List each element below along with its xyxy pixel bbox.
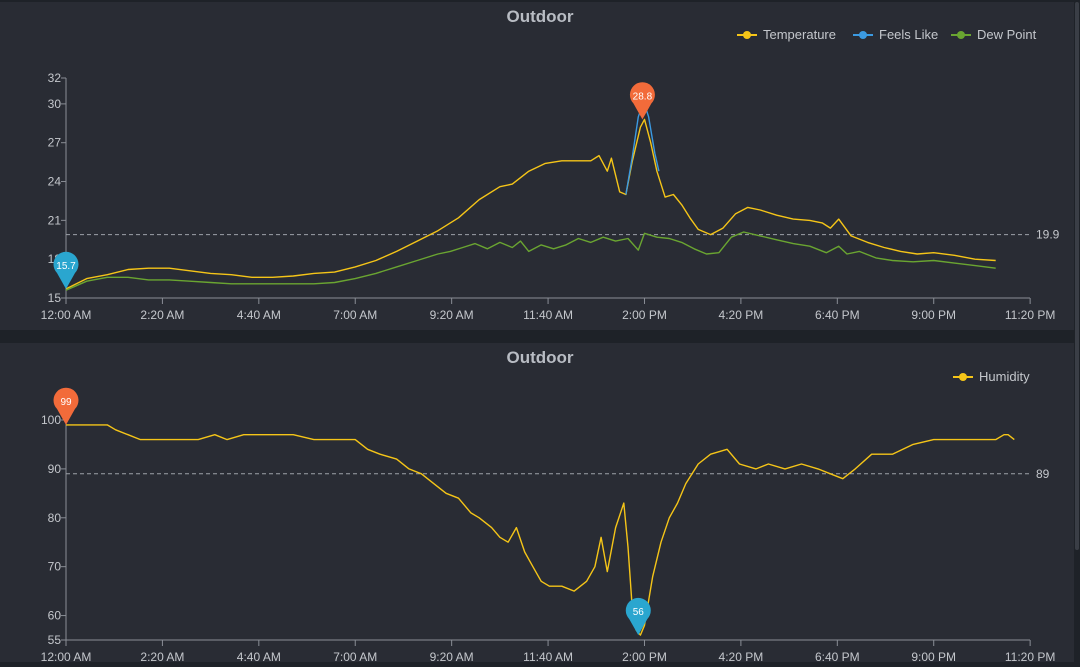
plot-area: 19.9 28.8 15.7 (53, 82, 1060, 291)
y-tick-label: 80 (48, 511, 62, 525)
x-tick-label: 11:40 AM (523, 308, 573, 322)
legend-item-feels-like: Feels Like (853, 27, 938, 42)
marker-pin (53, 251, 79, 289)
outdoor-humidity-panel: Outdoor Humidity 55 60 70 80 90 100 12:00 AM 2:… (0, 343, 1074, 664)
legend-item-dew-point: Dew Point (951, 27, 1037, 42)
x-tick-label: 2:20 AM (140, 650, 184, 662)
x-tick-label: 7:00 AM (333, 308, 377, 322)
x-tick-label: 4:40 AM (237, 650, 281, 662)
series-line-humidity (66, 424, 1015, 636)
x-tick-label: 6:40 PM (815, 650, 860, 662)
y-tick-label: 32 (48, 71, 62, 85)
x-tick-label: 9:00 PM (911, 308, 956, 322)
plot-area: 89 99 56 (53, 387, 1050, 636)
x-tick-label: 9:20 AM (430, 308, 474, 322)
series-line-temperature (65, 118, 996, 290)
max-value-marker: 28.8 (629, 82, 655, 120)
x-tick-label: 2:00 PM (622, 650, 667, 662)
y-tick-label: 55 (48, 633, 62, 647)
y-tick-label: 27 (48, 136, 62, 150)
marker-label: 28.8 (633, 91, 653, 102)
x-tick-label: 11:20 PM (1005, 308, 1055, 322)
temperature-chart: Outdoor Dew Point Feels Like Temperature 1… (41, 7, 1060, 322)
legend: Dew Point Feels Like Temperature (737, 27, 1037, 42)
legend-swatch-dot (959, 373, 967, 381)
y-tick-label: 21 (48, 213, 62, 227)
legend-label: Humidity (979, 369, 1030, 384)
marker-label: 56 (633, 607, 645, 618)
legend-swatch-dot (859, 31, 867, 39)
legend-swatch-dot (743, 31, 751, 39)
y-tick-label: 15 (48, 291, 62, 305)
x-tick-label: 4:20 PM (719, 650, 764, 662)
legend-label: Feels Like (879, 27, 938, 42)
marker-pin (629, 82, 655, 120)
y-tick-label: 60 (48, 609, 62, 623)
x-tick-label: 9:00 PM (911, 650, 956, 662)
x-tick-label: 12:00 AM (41, 650, 92, 662)
axes: 55 60 70 80 90 100 12:00 AM 2:20 AM 4:40 AM 7:00 … (41, 413, 1056, 664)
scrollbar[interactable] (1074, 0, 1080, 662)
reference-line-label: 19.9 (1036, 228, 1060, 242)
marker-pin (53, 387, 79, 425)
reference-line-label: 89 (1036, 467, 1050, 481)
legend-label: Temperature (763, 27, 836, 42)
x-tick-label: 9:20 AM (430, 650, 474, 662)
chart-title: Outdoor (506, 7, 573, 26)
y-tick-label: 30 (48, 97, 62, 111)
x-tick-label: 2:00 PM (622, 308, 667, 322)
x-tick-label: 4:20 PM (719, 308, 764, 322)
x-tick-label: 11:40 AM (523, 650, 573, 662)
chart-title: Outdoor (506, 348, 573, 367)
legend-swatch-dot (957, 31, 965, 39)
legend: Humidity (953, 369, 1030, 384)
y-tick-label: 24 (48, 175, 62, 189)
series-line-dew-point (65, 231, 996, 291)
marker-label: 99 (60, 397, 72, 408)
x-tick-label: 4:40 AM (237, 308, 281, 322)
x-tick-label: 11:20 PM (1005, 650, 1055, 662)
x-tick-label: 7:00 AM (333, 650, 377, 662)
y-tick-label: 100 (41, 413, 61, 427)
scrollbar-thumb[interactable] (1075, 2, 1079, 550)
marker-pin (625, 597, 651, 636)
x-tick-label: 12:00 AM (41, 308, 92, 322)
legend-item-temperature: Temperature (737, 27, 836, 42)
humidity-chart: Outdoor Humidity 55 60 70 80 90 100 12:00 AM 2:… (41, 348, 1056, 664)
outdoor-temperature-panel: Outdoor Dew Point Feels Like Temperature 1… (0, 2, 1074, 330)
x-tick-label: 6:40 PM (815, 308, 860, 322)
y-tick-label: 70 (48, 560, 62, 574)
max-value-marker: 99 (53, 387, 79, 425)
x-tick-label: 2:20 AM (140, 308, 184, 322)
y-tick-label: 90 (48, 462, 62, 476)
marker-label: 15.7 (56, 261, 76, 272)
min-value-marker: 15.7 (53, 251, 79, 289)
legend-label: Dew Point (977, 27, 1037, 42)
min-value-marker: 56 (625, 597, 651, 636)
legend-item-humidity: Humidity (953, 369, 1030, 384)
